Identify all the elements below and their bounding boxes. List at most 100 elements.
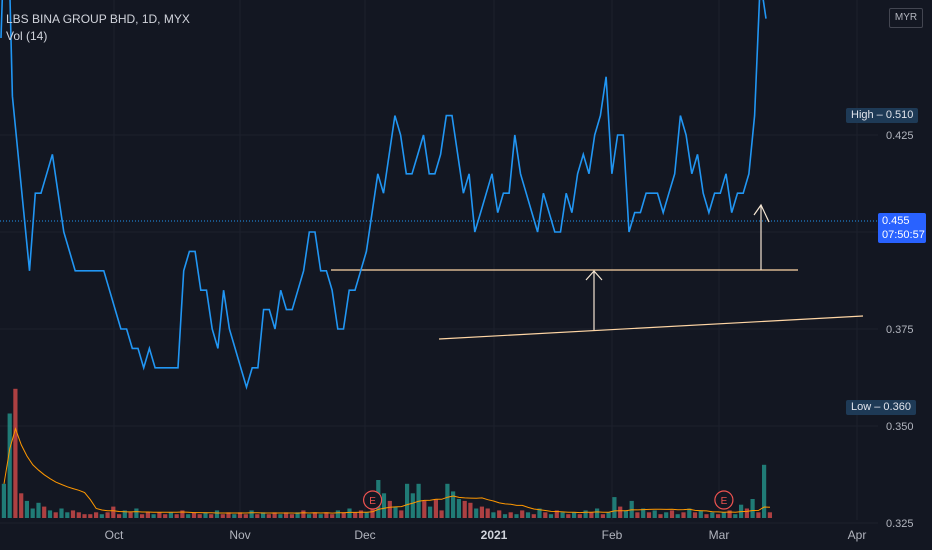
price-line xyxy=(0,0,767,391)
volume-bar xyxy=(197,514,202,518)
measured-move-arrow-2 xyxy=(753,203,770,270)
x-tick-label: 2021 xyxy=(481,528,508,542)
volume-bar xyxy=(445,483,450,518)
volume-bar xyxy=(278,514,283,518)
volume-bar xyxy=(433,499,438,518)
volume-bar xyxy=(704,514,709,518)
volume-bar xyxy=(70,510,76,518)
volume-bar xyxy=(491,512,496,518)
volume-bar xyxy=(226,512,231,518)
volume-bar xyxy=(681,512,686,518)
volume-bar xyxy=(307,514,312,518)
y-tick-label: 0.325 xyxy=(886,518,914,530)
volume-bar xyxy=(335,510,340,518)
volume-bar xyxy=(163,514,168,518)
volume-bar xyxy=(24,500,29,518)
volume-bar xyxy=(531,514,536,518)
volume-bar xyxy=(721,512,726,518)
volume-bar xyxy=(675,514,680,518)
volume-bar xyxy=(243,514,248,518)
volume-bar xyxy=(318,514,323,518)
volume-indicator-label[interactable]: Vol (14) xyxy=(6,29,48,43)
x-tick-label: Dec xyxy=(354,528,375,542)
volume-bar xyxy=(756,512,761,518)
volume-bar xyxy=(646,512,652,518)
volume-bar xyxy=(151,514,156,518)
volume-bar xyxy=(65,512,70,518)
x-tick-label: Mar xyxy=(709,528,730,542)
volume-bar xyxy=(168,512,173,518)
chart-legend: LBS BINA GROUP BHD, 1D, MYX Vol (14) xyxy=(6,11,190,45)
volume-bar xyxy=(266,514,271,518)
volume-bar xyxy=(105,512,110,518)
volume-bar xyxy=(744,508,749,518)
support-trendline xyxy=(438,315,864,340)
volume-bar xyxy=(47,510,53,518)
volume-bar xyxy=(220,514,225,518)
x-tick-label: Feb xyxy=(602,528,623,542)
earnings-icon[interactable] xyxy=(714,490,734,510)
price-axis: 0.3250.3500.3750.4000.4250.4750.5000.525… xyxy=(886,130,914,530)
volume-bar xyxy=(405,483,410,518)
y-tick-label: 0.425 xyxy=(886,130,914,142)
volume-bar xyxy=(180,510,185,518)
volume-bar xyxy=(330,514,335,518)
volume-bar xyxy=(664,512,669,518)
x-tick-label: Apr xyxy=(848,528,867,542)
currency-button[interactable]: MYR xyxy=(889,8,923,28)
volume-bar xyxy=(76,512,81,518)
volume-bar xyxy=(623,510,628,518)
volume-bar xyxy=(716,514,721,518)
volume-bar xyxy=(710,512,715,518)
x-tick-label: Oct xyxy=(105,528,124,542)
volume-bar xyxy=(566,514,571,518)
volume-bar xyxy=(508,512,513,518)
volume-bar xyxy=(324,512,329,518)
volume-bar xyxy=(186,514,191,518)
volume-bar xyxy=(750,499,755,518)
volume-bar xyxy=(595,508,600,518)
volume-bar xyxy=(762,464,767,518)
volume-bar xyxy=(19,493,24,518)
last-price-label: 0.455 07:50:57 xyxy=(878,213,926,243)
volume-bar xyxy=(145,512,150,518)
volume-bar xyxy=(157,512,162,518)
volume-bar xyxy=(514,514,519,518)
volume-bar xyxy=(370,508,375,518)
volume-bar xyxy=(272,512,277,518)
volume-ma-line xyxy=(3,427,771,514)
volume-bar xyxy=(347,508,352,518)
volume-bar xyxy=(485,508,490,518)
volume-bar xyxy=(284,512,289,518)
volume-bar xyxy=(572,512,577,518)
x-tick-label: Nov xyxy=(229,528,250,542)
volume-bar xyxy=(237,512,243,518)
volume-bar xyxy=(474,508,479,518)
bar-countdown: 07:50:57 xyxy=(882,229,925,241)
volume-bar xyxy=(191,512,197,518)
volume-bar xyxy=(439,510,444,518)
volume-bar xyxy=(232,514,237,518)
volume-bar xyxy=(53,512,58,518)
volume-bar xyxy=(652,510,657,518)
volume-bar xyxy=(255,514,260,518)
volume-bar xyxy=(537,508,542,518)
y-tick-label: 0.350 xyxy=(886,421,914,433)
volume-bar xyxy=(543,512,548,518)
volume-bar xyxy=(456,499,461,518)
high-price-label: High – 0.510 xyxy=(846,108,919,123)
volume-bar xyxy=(669,510,675,518)
earnings-icon[interactable] xyxy=(363,490,383,510)
volume-bar xyxy=(520,510,525,518)
volume-bar xyxy=(387,500,392,518)
volume-bar xyxy=(698,510,703,518)
last-price-value: 0.455 xyxy=(882,215,910,227)
volume-bar xyxy=(13,388,18,518)
symbol-title[interactable]: LBS BINA GROUP BHD, 1D, MYX xyxy=(6,12,190,26)
earnings-label: E xyxy=(369,496,376,507)
volume-bar xyxy=(733,514,738,518)
volume-bar xyxy=(422,500,427,518)
volume-bar xyxy=(30,508,35,518)
